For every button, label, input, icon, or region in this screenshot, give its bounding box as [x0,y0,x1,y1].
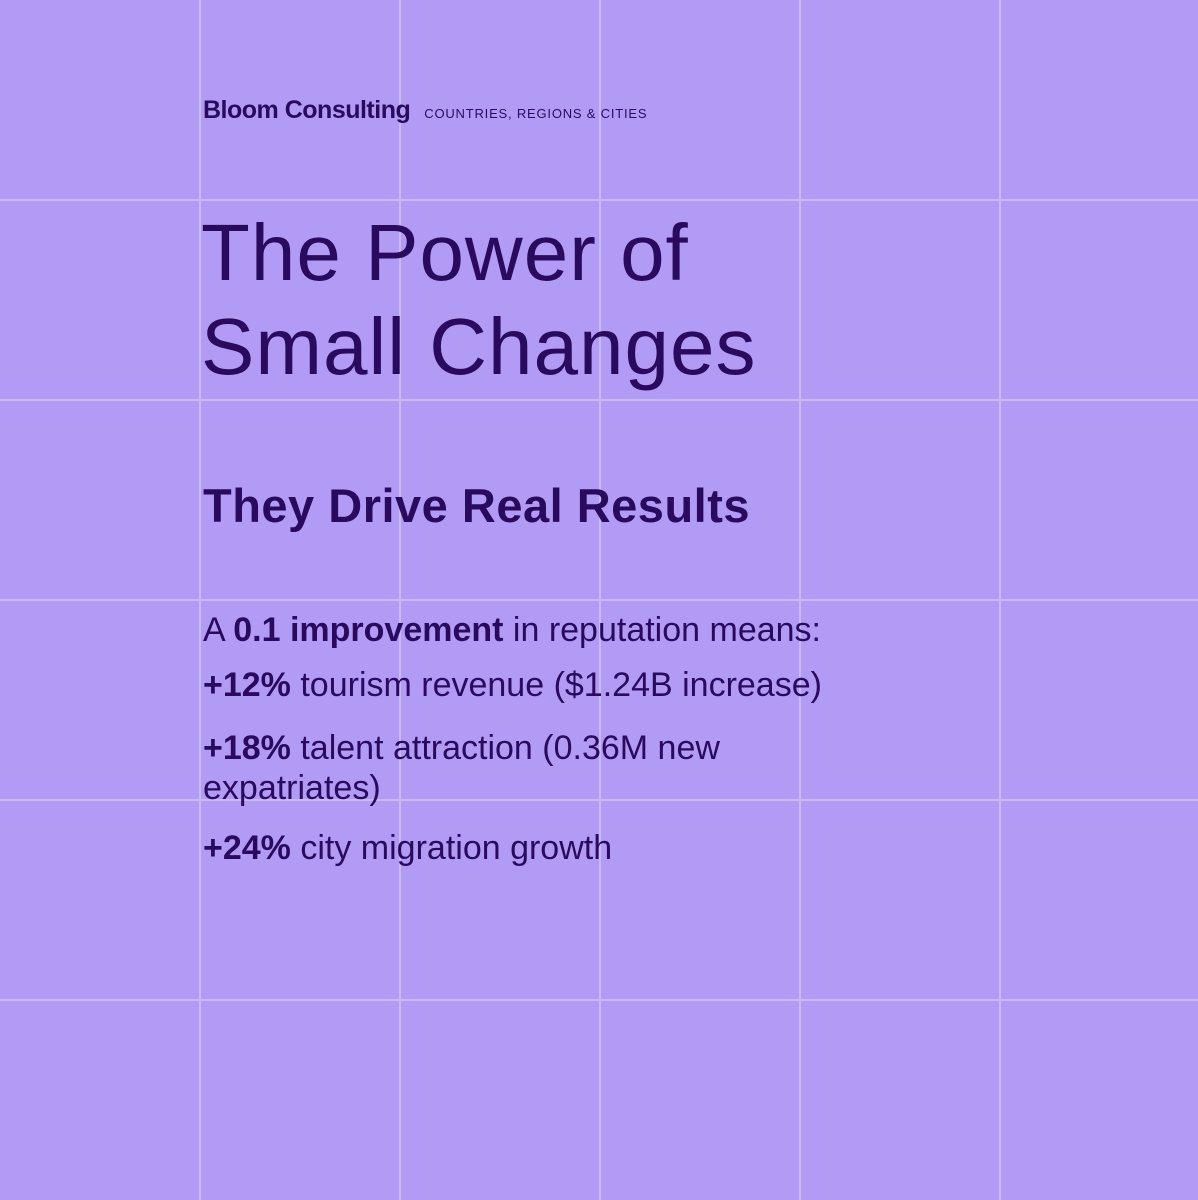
grid-line [199,0,201,1200]
grid-line [0,999,1198,1001]
result-value: +18% [203,729,291,767]
grid-line [799,0,801,1200]
brand-header: Bloom Consulting COUNTRIES, REGIONS & CI… [203,96,647,125]
grid-line [0,399,1198,401]
intro-suffix: in reputation means: [503,611,821,649]
grid-line [399,0,401,1200]
brand-tagline: COUNTRIES, REGIONS & CITIES [424,106,648,121]
intro-prefix: A [203,611,234,649]
result-value: +24% [203,829,291,867]
result-text: city migration growth [290,829,613,867]
result-item: +12% tourism revenue ($1.24B increase) [203,665,822,705]
grid-line [999,0,1001,1200]
result-value: +12% [203,666,291,704]
intro-highlight: 0.1 improvement [233,611,504,649]
title-line-1: The Power of [201,208,689,297]
page-title: The Power of Small Changes [201,206,757,394]
title-line-2: Small Changes [201,302,757,391]
result-item: +24% city migration growth [203,828,612,868]
grid-line [0,599,1198,601]
grid-line [0,199,1198,201]
brand-logo: Bloom Consulting [203,96,411,124]
result-text: tourism revenue ($1.24B increase) [290,666,822,704]
grid-line [599,0,601,1200]
result-text: talent attraction (0.36M new expatriates… [203,729,720,807]
intro-text: A 0.1 improvement in reputation means: [203,610,821,650]
result-item: +18% talent attraction (0.36M new expatr… [203,728,863,808]
subtitle: They Drive Real Results [203,479,750,532]
